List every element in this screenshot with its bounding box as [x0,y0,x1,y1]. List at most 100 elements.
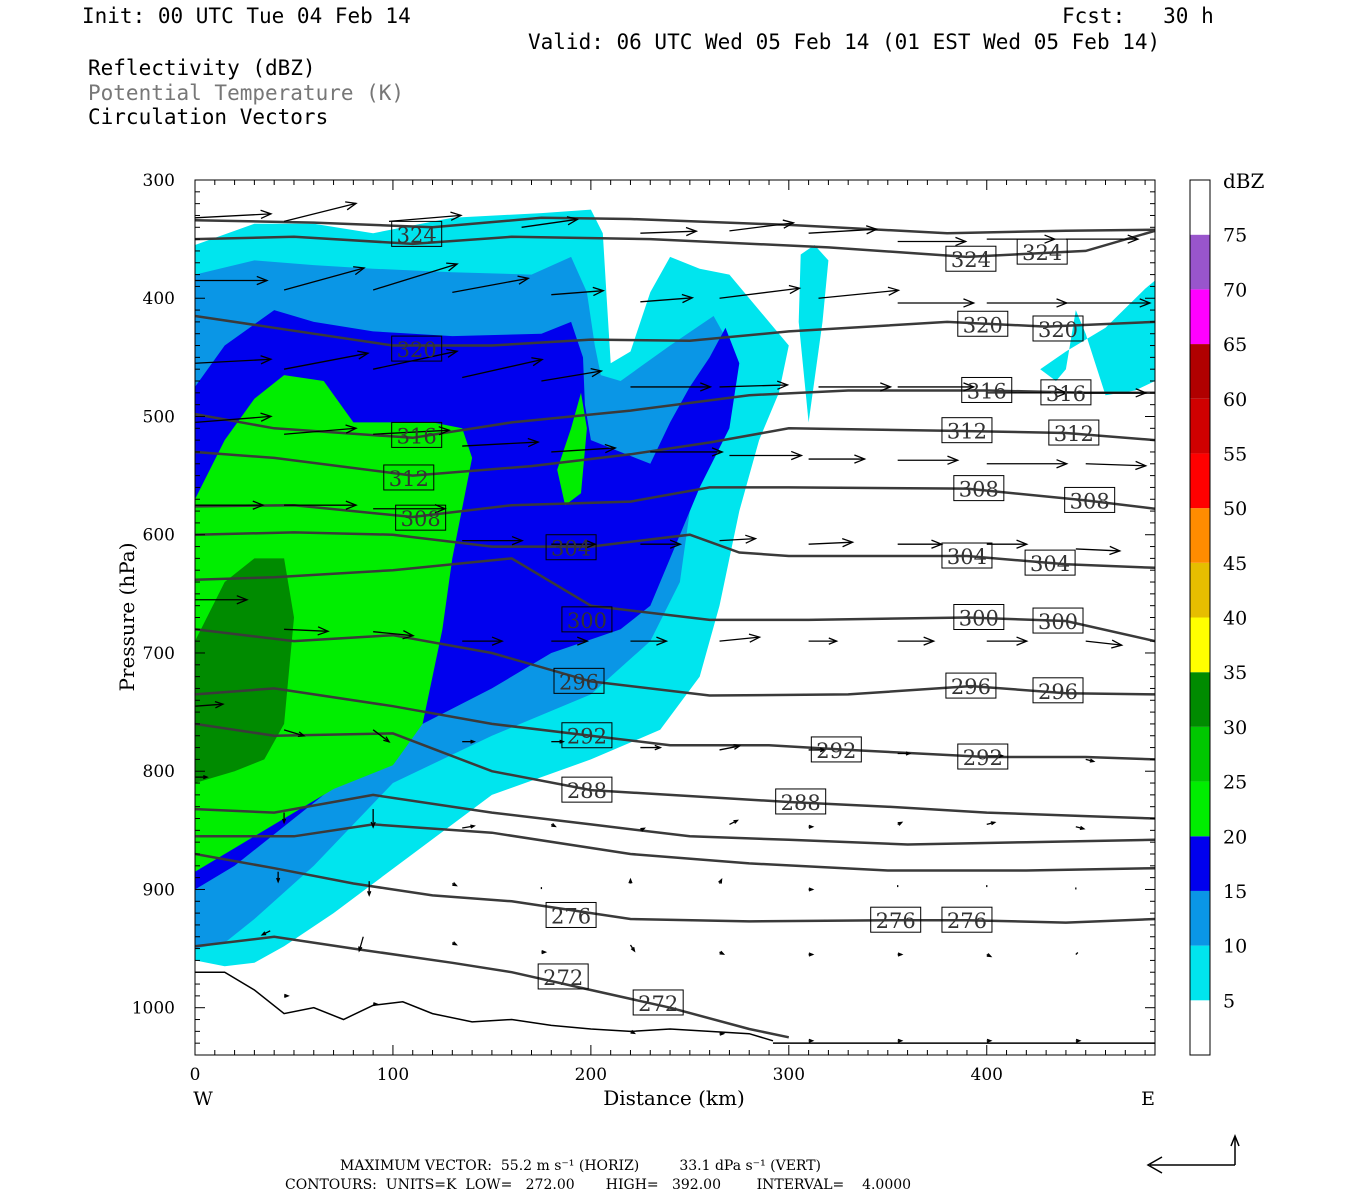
circulation-vector [373,630,415,640]
circulation-vector [640,226,699,237]
circulation-vector [986,953,993,958]
circulation-vector [195,209,273,220]
circulation-vector [719,633,762,643]
circulation-vector [897,821,904,826]
circulation-vector [897,455,960,465]
theta-contour-line [195,628,1155,697]
colorbar-frame [1189,179,1211,1056]
circulation-vector [719,744,742,751]
x-tick-label: 400 [971,1065,1003,1085]
circulation-vector [1075,952,1079,955]
circulation-vector [719,380,790,390]
circulation-vector [452,882,458,887]
circulation-vector [283,266,366,291]
circulation-vector [897,1038,904,1043]
circulation-vector [373,1002,379,1007]
circulation-vector [551,286,606,297]
circulation-vector [719,534,758,544]
circulation-vector [1075,545,1122,556]
svg-text:312: 312 [389,467,429,491]
contour-label: 292 [957,743,1009,770]
circulation-vector [462,535,524,546]
circulation-vector [541,368,604,382]
svg-text:292: 292 [567,725,607,749]
colorbar-segment [1190,289,1210,345]
circulation-vector [195,701,225,709]
colorbar-segment [1190,672,1210,727]
svg-text:296: 296 [951,675,991,699]
field-circulation-vectors: Circulation Vectors [88,105,329,129]
colorbar-segment [1190,562,1210,618]
reference-vector-icon [1146,1133,1240,1174]
circulation-vector [897,298,976,308]
colorbar-tick-label: 65 [1223,334,1247,356]
theta-contour-line [195,687,1155,761]
reflectivity-region-5dbz-2 [1040,280,1155,396]
svg-text:288: 288 [567,779,607,803]
circulation-vector [808,1038,815,1043]
contour-label: 312 [941,417,993,444]
contour-label: 272 [632,989,684,1016]
circulation-vector [640,744,663,751]
circulation-vector [1065,298,1152,308]
contour-label: 276 [941,906,993,933]
circulation-vector [718,877,723,884]
colorbar-segment [1190,344,1210,399]
y-axis-title: Pressure (hPa) [115,543,139,692]
colorbar-segment [1190,180,1210,235]
contour-label: 288 [561,776,613,803]
contour-label: 300 [561,606,613,633]
svg-text:320: 320 [1038,318,1078,342]
circulation-vector [462,437,540,448]
colorbar-tick-label: 60 [1223,389,1247,411]
svg-text:300: 300 [567,609,607,633]
x-end-label-east: E [1141,1088,1155,1110]
contour-label: 320 [957,310,1009,337]
circulation-vector [195,500,265,510]
svg-text:320: 320 [397,338,437,362]
circulation-vector [1085,639,1124,649]
colorbar-title: dBZ [1223,169,1265,193]
terrain-line [195,971,774,1042]
circulation-vector [281,812,287,825]
contour-label: 312 [383,464,435,491]
contour-label: 296 [553,667,605,694]
valid-time: Valid: 06 UTC Wed 05 Feb 14 (01 EST Wed … [528,30,1161,54]
reflectivity-region-5dbz-1 [798,245,829,423]
colorbar-tick-label: 45 [1223,553,1247,575]
circulation-vector [897,539,944,549]
svg-text:308: 308 [959,478,999,502]
circulation-vector [276,871,281,884]
circulation-vector [358,936,364,953]
circulation-vector [808,225,879,235]
circulation-vector [629,944,636,953]
circulation-vector [367,881,372,897]
x-end-label-west: W [193,1088,213,1110]
circulation-vector [551,739,566,744]
contour-label: 272 [537,963,589,990]
contour-label: 312 [1048,419,1100,446]
circulation-vector [551,636,590,646]
circulation-vector [808,887,815,892]
theta-contour-line [195,389,1155,440]
circulation-vector [818,382,893,392]
circulation-vector [808,454,867,464]
x-tick-label: 0 [190,1065,201,1085]
contour-label: 276 [870,906,922,933]
contour-label: 316 [1040,379,1092,406]
theta-contour-line [195,722,1155,820]
contour-label: 276 [545,901,597,928]
svg-text:324: 324 [1022,241,1062,265]
contour-label: 308 [395,504,447,531]
svg-text:296: 296 [559,670,599,694]
colorbar-tick-label: 75 [1223,225,1247,247]
circulation-vector [284,500,358,510]
forecast-hour: Fcst: 30 h [1062,4,1214,28]
circulation-vector [630,636,669,646]
circulation-vector [372,729,391,743]
circulation-vector [388,211,463,223]
circulation-vector [729,819,740,826]
colorbar-tick-label: 30 [1223,717,1247,739]
circulation-vector [283,729,306,738]
